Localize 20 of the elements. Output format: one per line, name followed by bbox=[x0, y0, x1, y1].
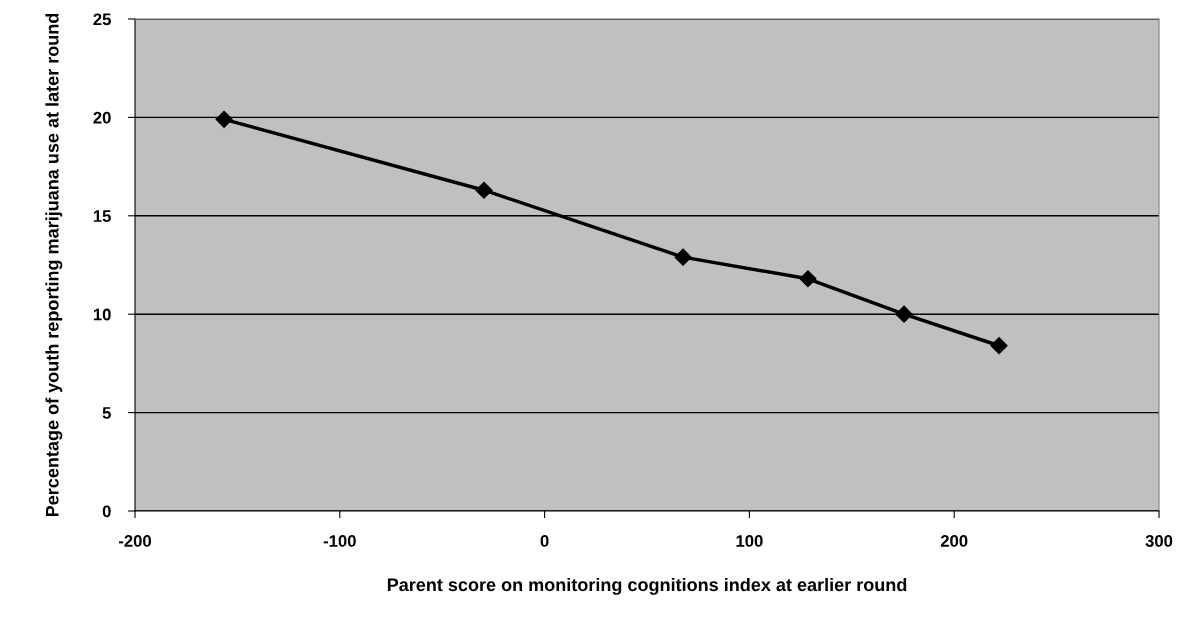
y-tick-label: 20 bbox=[93, 111, 111, 124]
x-axis-title: Parent score on monitoring cognitions index at earlier round bbox=[387, 577, 907, 595]
x-tick-label: -200 bbox=[118, 535, 151, 547]
x-tick-label: 300 bbox=[1145, 535, 1173, 547]
point bbox=[799, 270, 817, 288]
y-axis-title: Percentage of youth reporting marijuana use at later round bbox=[45, 13, 63, 517]
point bbox=[990, 337, 1008, 355]
x-tick-label: 100 bbox=[736, 535, 763, 547]
x-tick-label: 0 bbox=[540, 535, 549, 547]
point bbox=[895, 305, 913, 323]
point bbox=[475, 181, 493, 199]
point bbox=[674, 248, 692, 266]
y-tick-label: 10 bbox=[93, 308, 111, 321]
y-tick-label: 5 bbox=[102, 407, 111, 419]
point bbox=[215, 110, 233, 128]
y-tick-label: 25 bbox=[93, 13, 111, 26]
x-tick-label: 200 bbox=[940, 535, 968, 547]
y-tick-label: 15 bbox=[93, 210, 111, 222]
y-tick-label: 0 bbox=[102, 505, 111, 518]
x-tick-label: -100 bbox=[323, 535, 356, 547]
